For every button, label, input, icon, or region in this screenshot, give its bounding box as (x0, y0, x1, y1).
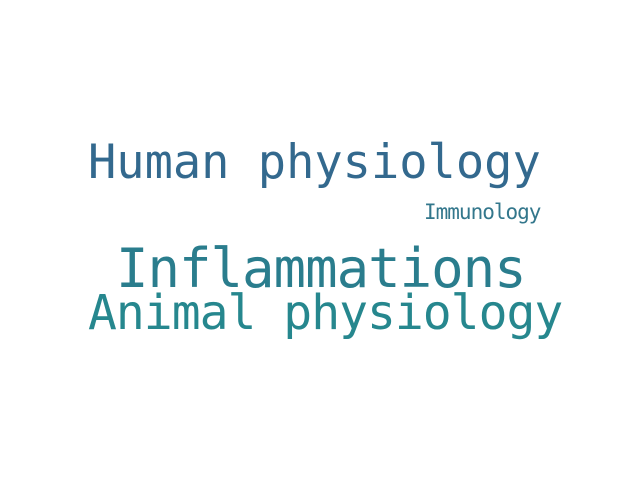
word-immunology: Immunology (424, 200, 541, 224)
word-animal-physiology: Animal physiology (88, 285, 563, 341)
word-inflammations: Inflammations (116, 237, 527, 300)
word-human-physiology: Human physiology (88, 135, 541, 190)
